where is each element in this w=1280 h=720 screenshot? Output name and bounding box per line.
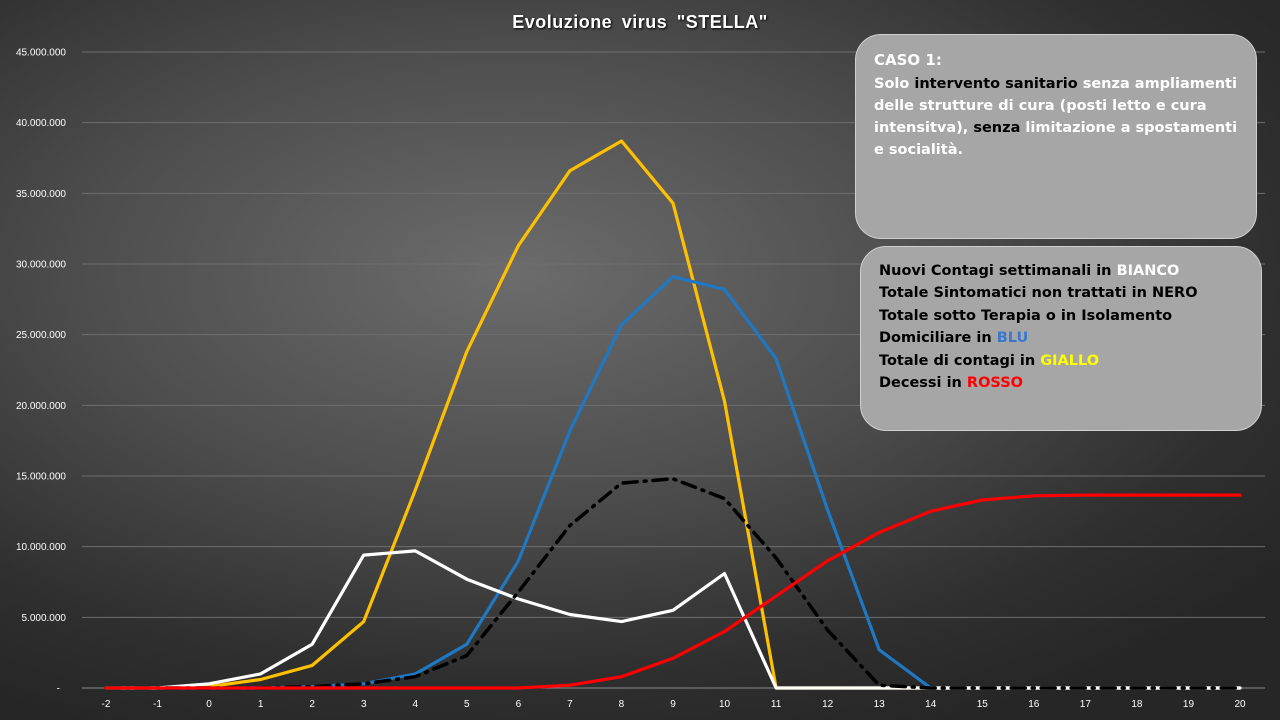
series-lines: [104, 139, 1242, 690]
series-line-red: [104, 493, 1242, 690]
y-tick-label: 10.000.000: [16, 542, 66, 553]
x-tick-label: 17: [1080, 699, 1092, 710]
case-title: CASO 1:: [874, 51, 942, 69]
x-tick-label: 10: [719, 699, 731, 710]
x-tick-label: 4: [412, 699, 418, 710]
x-tick-label: 14: [925, 699, 937, 710]
legend-item-blue-line1: Totale sotto Terapia o in Isolamento: [879, 307, 1173, 324]
x-tick-label: -1: [153, 699, 162, 710]
y-axis-ticks: - 5.000.000 10.000.000 15.000.000 20.000.000…: [16, 48, 66, 695]
x-tick-label: 5: [464, 699, 470, 710]
x-tick-label: -2: [102, 699, 111, 710]
legend-item-black: Totale Sintomatici non trattati in NERO: [879, 285, 1198, 302]
legend-item-blue-line2: Domiciliare in BLU: [879, 330, 1029, 347]
y-tick-label: 35.000.000: [16, 189, 66, 200]
x-tick-label: 8: [619, 699, 625, 710]
x-tick-label: 15: [977, 699, 989, 710]
x-tick-label: 11: [771, 699, 782, 710]
y-tick-label: 20.000.000: [16, 401, 66, 412]
x-tick-label: 9: [670, 699, 676, 710]
legend-item-red: Decessi in ROSSO: [879, 375, 1023, 392]
y-tick-label: 15.000.000: [16, 472, 66, 483]
x-tick-label: 6: [516, 699, 522, 710]
x-tick-label: 16: [1028, 699, 1040, 710]
y-tick-label: 5.000.000: [22, 613, 67, 624]
y-tick-label: 25.000.000: [16, 330, 66, 341]
case-description-box: CASO 1: Solo intervento sanitario senza …: [855, 34, 1257, 239]
x-tick-label: 13: [874, 699, 886, 710]
x-tick-label: 20: [1234, 699, 1246, 710]
x-tick-label: 7: [567, 699, 573, 710]
legend-item-white: Nuovi Contagi settimanali in BIANCO: [879, 263, 1180, 279]
x-tick-label: 2: [309, 699, 315, 710]
y-tick-label: 30.000.000: [16, 260, 66, 271]
x-tick-label: 18: [1131, 699, 1143, 710]
case-description: Solo intervento sanitario senza ampliame…: [874, 76, 1238, 159]
x-tick-label: 12: [822, 699, 834, 710]
x-tick-label: 0: [206, 699, 212, 710]
legend-item-yellow: Totale di contagi in GIALLO: [879, 352, 1100, 369]
x-tick-label: 3: [361, 699, 367, 710]
series-line-white: [104, 549, 1242, 690]
y-tick-label: 45.000.000: [16, 48, 66, 59]
legend-box: Nuovi Contagi settimanali in BIANCO Tota…: [860, 246, 1262, 431]
x-tick-label: 1: [258, 699, 264, 710]
y-tick-label: -: [57, 684, 60, 695]
x-tick-label: 19: [1183, 699, 1195, 710]
x-axis-ticks: -2 -1 0 1 2 3 4 5 6 7 8 9 10 11 12 13 14 15 16 17 18 19 20: [102, 699, 1246, 710]
chart-title: Evoluzione virus "STELLA": [512, 12, 768, 32]
y-tick-label: 40.000.000: [16, 118, 66, 129]
